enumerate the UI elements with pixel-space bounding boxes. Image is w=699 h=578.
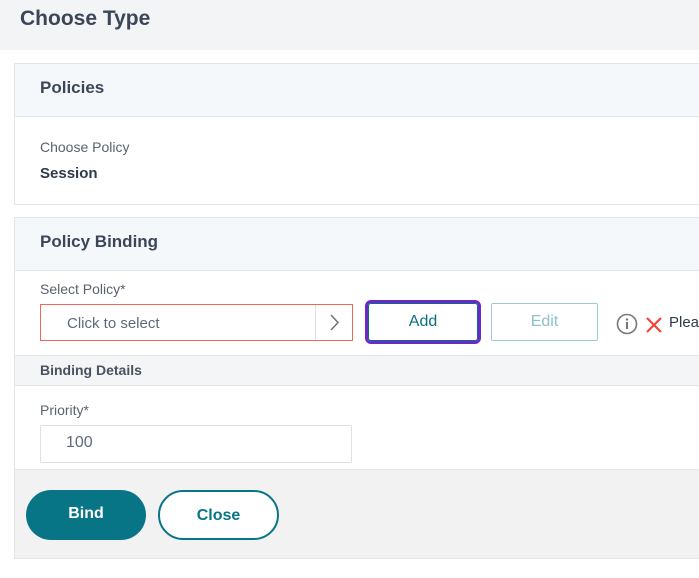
select-policy-input[interactable]: Click to select: [40, 304, 353, 341]
error-x-icon: [646, 317, 662, 333]
select-policy-label: Select Policy*: [40, 281, 126, 297]
close-button[interactable]: Close: [158, 490, 279, 540]
choose-policy-label: Choose Policy: [40, 139, 130, 155]
bind-button[interactable]: Bind: [26, 490, 146, 540]
page-title: Choose Type: [20, 7, 151, 30]
select-policy-placeholder: Click to select: [67, 315, 160, 332]
error-message: Plea: [669, 314, 699, 331]
policy-binding-panel: Policy Binding Select Policy* Click to s…: [14, 217, 699, 559]
dialog-footer: Bind Close: [15, 469, 699, 558]
choose-policy-value: Session: [40, 165, 98, 182]
binding-details-title: Binding Details: [15, 355, 699, 386]
priority-label: Priority*: [40, 402, 90, 418]
page-header: Choose Type: [0, 0, 699, 50]
add-button[interactable]: Add: [365, 300, 481, 344]
chevron-right-icon[interactable]: [315, 305, 352, 340]
policies-title: Policies: [15, 64, 699, 117]
policies-panel: Policies Choose Policy Session: [14, 63, 699, 205]
edit-button[interactable]: Edit: [491, 303, 598, 341]
policy-binding-title: Policy Binding: [15, 218, 699, 271]
priority-input[interactable]: 100: [40, 425, 352, 463]
info-icon[interactable]: [616, 313, 638, 335]
